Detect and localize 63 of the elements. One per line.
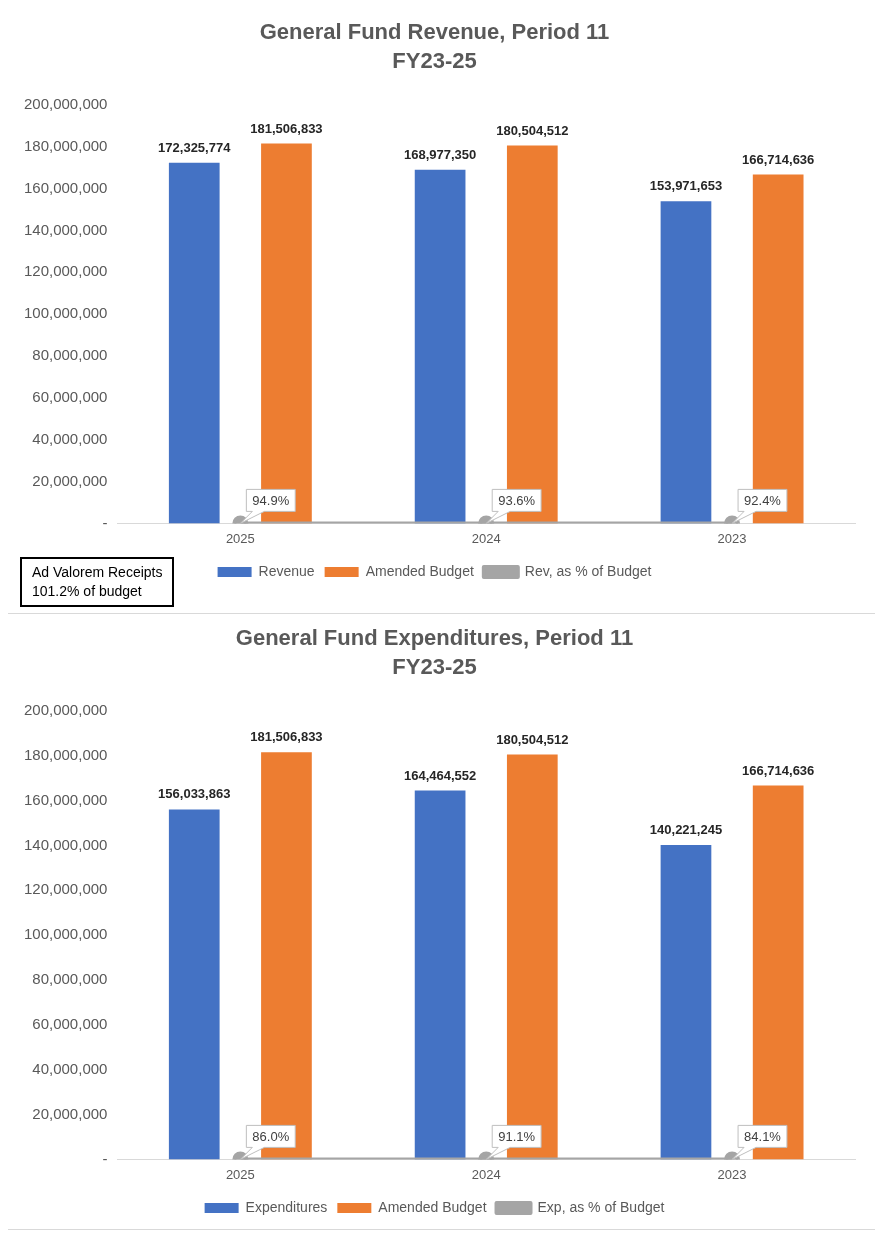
x-tick-label: 2024 [471,1166,501,1182]
x-tick-label: 2025 [225,530,255,546]
data-label: 166,714,636 [742,151,815,167]
y-tick-label: 20,000,000 [32,471,108,489]
y-tick-label: 40,000,000 [32,429,108,447]
y-tick-label: - [102,1149,108,1167]
data-label: 181,506,833 [250,729,323,745]
y-tick-label: 200,000,000 [23,94,108,112]
y-tick-label: 120,000,000 [23,880,108,898]
y-tick-label: 200,000,000 [23,700,108,718]
data-label: 180,504,512 [496,122,569,138]
legend-label: Revenue [258,562,315,579]
y-tick-label: 160,000,000 [23,178,108,196]
y-tick-label: - [102,513,108,531]
chart-subtitle: FY23-25 [392,653,477,679]
y-tick-label: 100,000,000 [23,925,108,943]
data-label: 86.0% [252,1128,290,1144]
bar [660,201,712,524]
x-tick-label: 2023 [717,1166,747,1182]
text: Ad Valorem Receipts 101.2% of budget [20,557,175,607]
y-tick-label: 180,000,000 [23,136,108,154]
bar [168,162,220,524]
data-label: 164,464,552 [403,767,477,783]
bar [414,169,466,524]
data-label: 180,504,512 [496,731,569,747]
y-tick-label: 20,000,000 [32,1104,108,1122]
data-label: 153,971,653 [649,178,723,194]
chart-subtitle: FY23-25 [392,47,477,73]
data-label: 84.1% [744,1128,782,1144]
data-label: 168,977,350 [403,146,477,162]
x-tick-label: 2023 [717,530,747,546]
y-tick-label: 120,000,000 [23,262,108,280]
legend-label: Expenditures [245,1198,328,1215]
data-label: 156,033,863 [158,786,231,802]
chart-title: General Fund Expenditures, Period 11 [235,625,634,651]
data-label: 172,325,774 [158,139,232,155]
x-tick-label: 2024 [471,530,501,546]
y-tick-label: 180,000,000 [23,745,108,763]
y-tick-label: 80,000,000 [32,346,108,364]
y-tick-label: 160,000,000 [23,790,108,808]
data-label: 92.4% [744,492,782,508]
data-label: 140,221,245 [649,821,723,837]
legend-label: Exp, as % of Budget [537,1198,665,1215]
y-tick-label: 140,000,000 [23,220,108,238]
y-tick-label: 60,000,000 [32,1014,108,1032]
y-tick-label: 40,000,000 [32,1059,108,1077]
y-tick-label: 100,000,000 [23,304,108,322]
chart-title: General Fund Revenue, Period 11 [259,19,610,45]
data-label: 181,506,833 [250,120,323,136]
data-label: 93.6% [498,492,536,508]
x-tick-label: 2025 [225,1166,255,1182]
data-label: 166,714,636 [742,762,815,778]
data-label: 91.1% [498,1128,536,1144]
y-tick-label: 80,000,000 [32,970,108,988]
legend-label: Rev, as % of Budget [524,562,652,579]
data-label: 94.9% [252,492,290,508]
y-tick-label: 60,000,000 [32,387,108,405]
bar [414,790,466,1160]
bar [168,809,220,1160]
legend-label: Amended Budget [378,1198,487,1215]
y-tick-label: 140,000,000 [23,835,108,853]
bar [660,844,712,1160]
legend-label: Amended Budget [365,562,474,579]
